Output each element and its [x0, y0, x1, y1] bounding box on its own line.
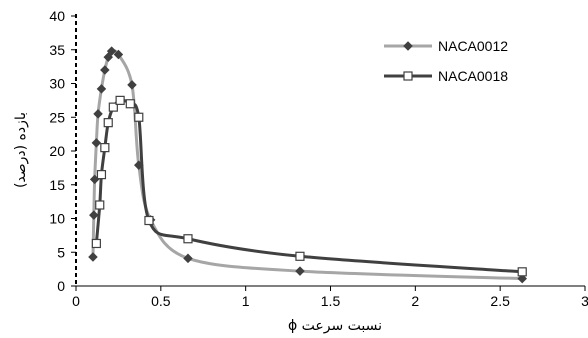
legend-swatch-marker: [403, 41, 413, 51]
axes-layer: [71, 14, 586, 291]
data-point-naca0012-6: [100, 65, 110, 75]
data-point-naca0018-11: [295, 251, 305, 261]
data-point-naca0018-3: [100, 143, 110, 153]
data-point-naca0012-0: [88, 252, 98, 262]
data-point-naca0012-7: [103, 52, 114, 62]
legend-item-naca0012: NACA0012: [384, 38, 508, 54]
data-point-naca0018-6: [115, 95, 125, 105]
data-point-naca0012-8: [106, 46, 117, 56]
x-tick-label: 1: [242, 293, 250, 309]
x-tick-label: 0: [72, 293, 80, 309]
data-point-naca0018-4: [103, 118, 113, 128]
data-point-naca0012-10: [127, 80, 137, 90]
data-point-naca0018-5: [108, 102, 118, 112]
y-tick-label: 0: [57, 278, 65, 294]
y-tick-label: 20: [49, 143, 65, 159]
data-point-naca0012-9: [113, 49, 124, 60]
series-line-naca0018: [94, 98, 524, 274]
data-point-naca0012-1: [89, 210, 99, 220]
y-tick-label: 35: [49, 42, 65, 58]
data-point-naca0012-14: [295, 266, 305, 276]
data-point-naca0018-8: [134, 112, 144, 122]
x-tick-label: 3: [581, 293, 588, 309]
x-tick-label: 0.5: [151, 293, 171, 309]
y-tick-label: 25: [49, 109, 65, 125]
data-point-naca0012-15: [517, 273, 527, 284]
x-tick-label: 2.5: [490, 293, 510, 309]
x-tick-label: 2: [411, 293, 419, 309]
legend-label: NACA0012: [438, 38, 508, 54]
data-point-naca0018-10: [183, 234, 193, 244]
y-tick-label: 40: [49, 8, 65, 24]
data-point-naca0012-11: [134, 160, 144, 170]
y-tick-label: 30: [49, 76, 65, 92]
y-tick-label: 10: [49, 211, 65, 227]
series-layer: [88, 46, 527, 284]
data-point-naca0018-7: [125, 99, 135, 109]
x-axis-title: نسبت سرعت ϕ: [288, 318, 382, 334]
y-tick-label: 5: [57, 244, 65, 260]
y-tick-label: 15: [49, 177, 65, 193]
legend-swatch-marker: [403, 71, 413, 81]
tick-labels: 0 5 10 15 20 25 30 35 40 0 0.5 1 1.5 2 2.5 3: [49, 8, 588, 309]
y-axis-title: بازده (درصد): [13, 112, 29, 188]
data-point-naca0012-13: [183, 253, 193, 264]
data-point-naca0012-5: [96, 84, 107, 94]
legend: NACA0012 NACA0018: [384, 38, 508, 84]
data-point-naca0012-3: [91, 138, 102, 148]
data-point-naca0012-4: [93, 109, 103, 119]
data-point-naca0018-12: [517, 267, 527, 277]
legend-label: NACA0018: [438, 68, 508, 84]
data-point-naca0018-1: [95, 200, 105, 210]
series-line-naca0012: [91, 49, 524, 281]
data-point-naca0018-0: [91, 238, 101, 249]
data-point-naca0018-9: [144, 215, 154, 226]
legend-item-naca0018: NACA0018: [384, 68, 508, 84]
data-point-naca0018-2: [96, 170, 107, 180]
x-tick-label: 1.5: [321, 293, 341, 309]
